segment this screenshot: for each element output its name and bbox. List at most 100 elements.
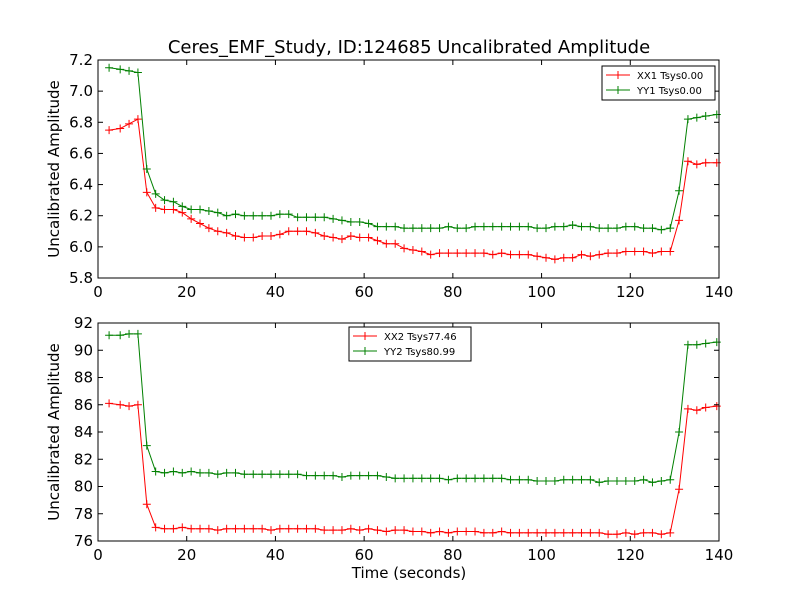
data-point: [533, 477, 542, 486]
legend-entry-yy2: YY2 Tsys80.99: [353, 347, 455, 358]
data-point: [266, 231, 275, 240]
data-point: [151, 203, 160, 212]
y-tick-label: 6.6: [69, 144, 93, 162]
data-point: [302, 524, 311, 533]
chart-title: Ceres_EMF_Study, ID:124685 Uncalibrated …: [168, 37, 650, 58]
x-tick-label: 20: [177, 283, 196, 301]
data-point: [683, 115, 692, 124]
data-point: [595, 478, 604, 487]
data-point: [426, 250, 435, 259]
data-point: [391, 239, 400, 248]
data-point: [105, 126, 114, 135]
y-axis-label: Uncalibrated Amplitude: [45, 80, 63, 257]
data-point: [408, 527, 417, 536]
data-point: [400, 244, 409, 253]
data-point: [462, 474, 471, 483]
y-axis-label: Uncalibrated Amplitude: [45, 343, 63, 520]
data-point: [320, 526, 329, 535]
data-point: [683, 404, 692, 413]
data-point: [479, 528, 488, 537]
data-point: [595, 528, 604, 537]
data-point: [355, 526, 364, 535]
data-point: [568, 221, 577, 230]
data-point: [630, 477, 639, 486]
data-point: [471, 222, 480, 231]
data-point: [621, 528, 630, 537]
data-point: [311, 524, 320, 533]
data-point: [133, 400, 142, 409]
data-point: [586, 528, 595, 537]
data-point: [258, 211, 267, 220]
data-point: [364, 471, 373, 480]
data-point: [675, 428, 684, 436]
data-point: [550, 222, 559, 231]
data-point: [559, 475, 568, 484]
data-point: [284, 524, 293, 533]
data-point: [701, 112, 710, 121]
data-point: [453, 527, 462, 536]
data-point: [639, 224, 648, 233]
data-point: [515, 475, 524, 484]
data-point: [364, 524, 373, 533]
data-point: [444, 528, 453, 537]
data-point: [506, 528, 515, 537]
data-point: [373, 471, 382, 480]
legend: XX1 Tsys0.00 YY1 Tsys0.00: [601, 65, 716, 101]
data-point: [533, 252, 542, 261]
data-point: [169, 205, 178, 214]
data-point: [568, 475, 577, 484]
data-point: [169, 467, 178, 476]
data-point: [559, 253, 568, 262]
data-point: [142, 188, 151, 197]
data-point: [133, 329, 142, 338]
data-point: [133, 115, 142, 124]
data-point: [542, 224, 551, 233]
data-point: [231, 231, 240, 240]
data-point: [621, 247, 630, 256]
data-point: [542, 253, 551, 262]
data-point: [178, 523, 187, 532]
data-point: [116, 400, 125, 409]
x-tick-label: 140: [705, 546, 734, 564]
x-tick-label: 20: [177, 546, 196, 564]
data-point: [329, 471, 338, 480]
y-tick-label: 6.8: [69, 113, 93, 131]
legend-entry-xx2: XX2 Tsys77.46: [353, 332, 457, 343]
data-point: [533, 528, 542, 537]
data-point: [515, 250, 524, 259]
data-point: [444, 222, 453, 231]
data-point: [231, 210, 240, 219]
y-tick-label: 7.0: [69, 82, 93, 100]
data-point: [249, 233, 258, 242]
data-point: [382, 472, 391, 481]
data-point: [408, 245, 417, 254]
data-point: [249, 211, 258, 220]
legend-label: YY2 Tsys80.99: [383, 347, 455, 358]
data-point: [346, 217, 355, 226]
data-point: [258, 231, 267, 240]
data-point: [125, 66, 134, 75]
x-tick-label: 120: [616, 283, 645, 301]
data-point: [559, 222, 568, 231]
x-tick-label: 60: [355, 283, 374, 301]
data-point: [577, 250, 586, 259]
data-point: [559, 528, 568, 537]
data-point: [657, 477, 666, 486]
data-point: [426, 528, 435, 537]
data-point: [320, 231, 329, 240]
data-point: [630, 530, 639, 539]
data-point: [657, 247, 666, 256]
data-point: [497, 249, 506, 258]
data-point: [222, 524, 231, 533]
bottom-plot: 0 20 40 60 80 100 120 140 76 78 80 82 84 86 88 90 92 Unc…: [45, 314, 733, 582]
data-point: [275, 210, 284, 219]
data-point: [373, 526, 382, 535]
data-point: [391, 526, 400, 535]
data-point: [105, 399, 114, 408]
legend-entry-xx1: XX1 Tsys0.00: [606, 71, 703, 82]
data-point: [542, 528, 551, 537]
data-point: [196, 205, 205, 214]
data-point: [630, 222, 639, 231]
series-layer: [105, 329, 721, 539]
x-tick-label: 100: [527, 546, 556, 564]
